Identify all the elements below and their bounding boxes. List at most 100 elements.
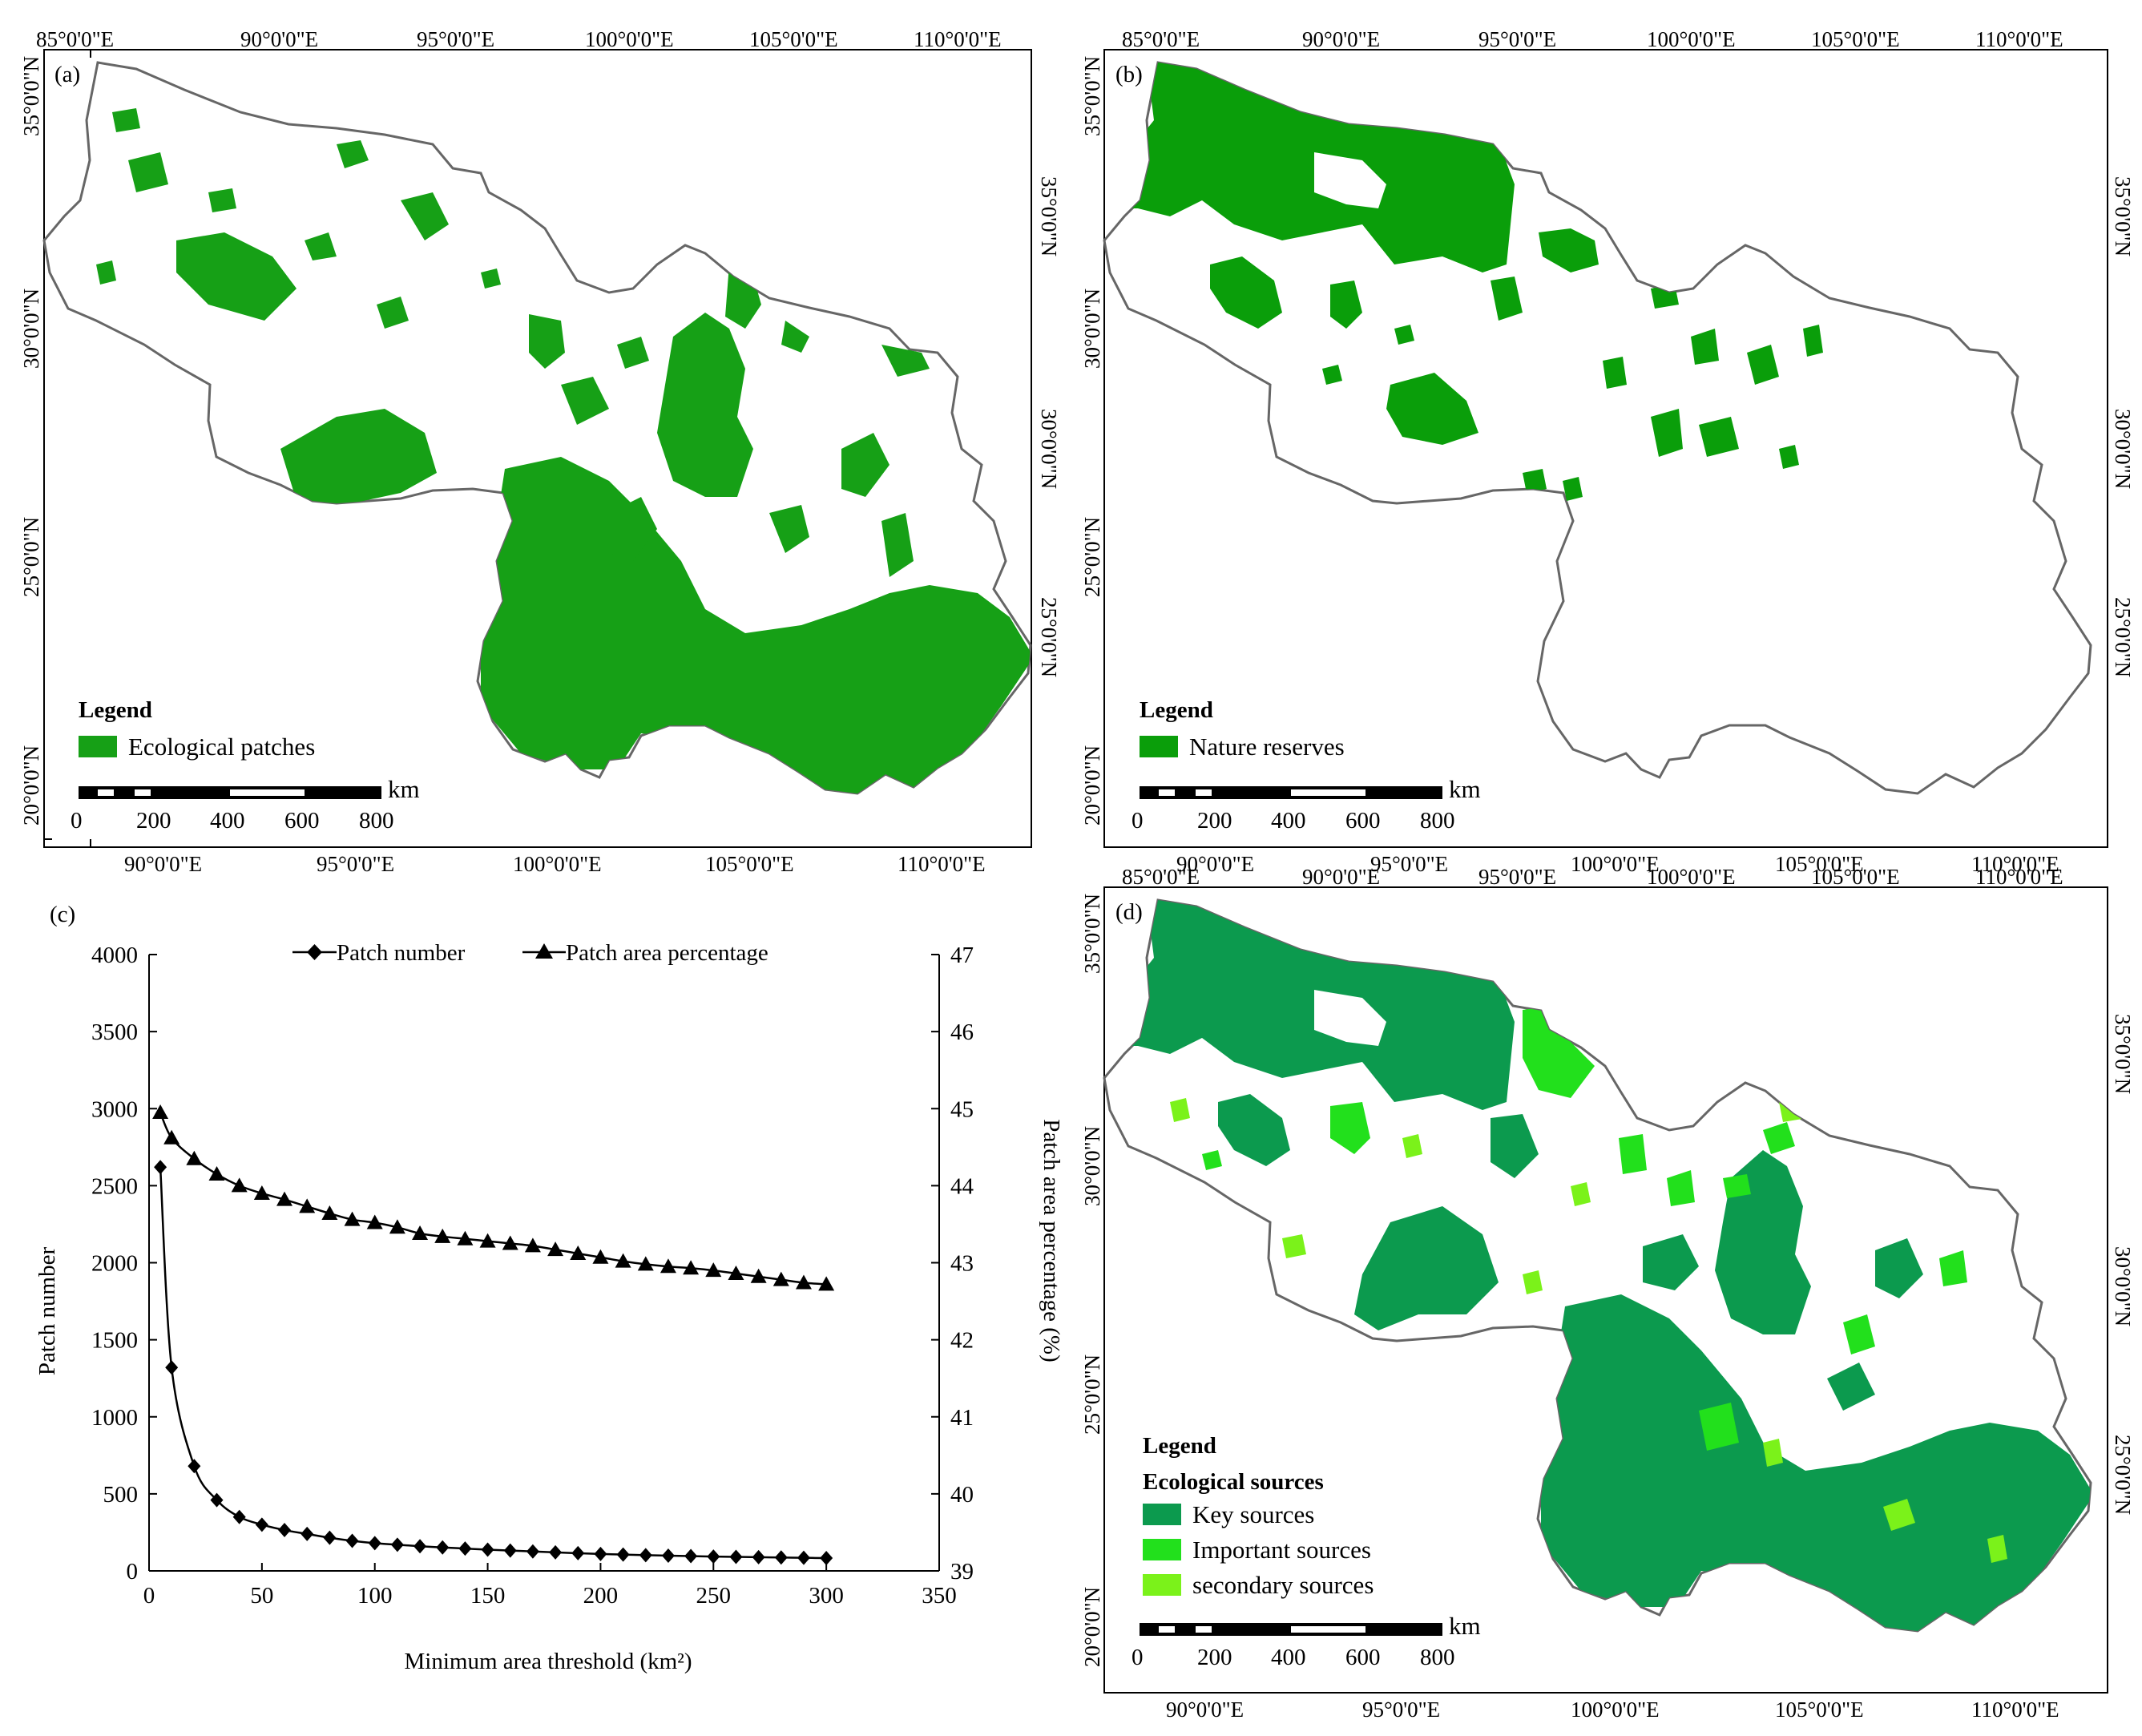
legend-label-ecological-patches: Ecological patches (128, 733, 315, 761)
svg-text:25°0'0"N: 25°0'0"N (19, 517, 43, 597)
x-tick-label: 50 (250, 1583, 273, 1609)
data-point-patch-area-percentage (502, 1235, 518, 1250)
y-tick-label-left: 2000 (91, 1251, 138, 1277)
scale-bar-b: km 0 200 400 600 800 (1132, 775, 1481, 834)
svg-text:400: 400 (1271, 808, 1306, 834)
lat-labels-right-b: 35°0'0"N 30°0'0"N 25°0'0"N (2111, 176, 2135, 677)
legend-label-patch-number: Patch number (337, 940, 466, 966)
lat-labels-left-d: 35°0'0"N 30°0'0"N 25°0'0"N 20°0'0"N (1080, 894, 1104, 1667)
svg-text:100°0'0"E: 100°0'0"E (1571, 852, 1660, 876)
svg-text:20°0'0"N: 20°0'0"N (1080, 745, 1104, 826)
y-tick-label-left: 3500 (91, 1019, 138, 1045)
series-line-patch-number (159, 1167, 827, 1560)
legend-title-a: Legend (79, 697, 152, 723)
y-tick-label-right: 41 (950, 1405, 974, 1431)
data-point-patch-area-percentage (344, 1211, 361, 1226)
x-tick-label: 200 (583, 1583, 619, 1609)
svg-text:95°0'0"E: 95°0'0"E (417, 27, 494, 51)
legend-a: Legend Ecological patches (79, 697, 315, 761)
panel-b: (b) 85°0'0"E 90°0'0"E 95°0'0" (1080, 27, 2135, 876)
data-point-patch-number (154, 1160, 167, 1175)
legend-d: Legend Ecological sources Key sources Im… (1143, 1433, 1374, 1599)
data-point-patch-area-percentage (818, 1276, 835, 1291)
data-point-patch-area-percentage (479, 1233, 496, 1248)
svg-text:105°0'0"E: 105°0'0"E (1775, 1698, 1864, 1722)
data-point-patch-number (436, 1540, 450, 1555)
important-sources (1202, 1006, 1967, 1451)
legend-swatch-key-sources (1143, 1504, 1181, 1525)
data-point-patch-area-percentage (412, 1225, 429, 1240)
y-tick-label-right: 40 (950, 1482, 974, 1508)
panel-label-a: (a) (54, 62, 80, 87)
y-tick-label-right: 44 (950, 1173, 974, 1199)
svg-text:30°0'0"N: 30°0'0"N (1080, 289, 1104, 369)
data-point-patch-area-percentage (253, 1185, 270, 1200)
svg-text:110°0'0"E: 110°0'0"E (1975, 27, 2063, 51)
svg-text:800: 800 (359, 808, 394, 834)
svg-text:95°0'0"E: 95°0'0"E (1478, 865, 1556, 889)
svg-text:95°0'0"E: 95°0'0"E (1478, 27, 1556, 51)
svg-text:110°0'0"E: 110°0'0"E (1971, 852, 2059, 876)
svg-text:90°0'0"E: 90°0'0"E (124, 852, 202, 876)
data-point-patch-area-percentage (683, 1260, 700, 1275)
data-point-patch-number (301, 1526, 314, 1541)
legend-swatch-ecological-patches (79, 736, 117, 757)
svg-text:20°0'0"N: 20°0'0"N (19, 745, 43, 826)
lon-labels-top-b: 85°0'0"E 90°0'0"E 95°0'0"E 100°0'0"E 105… (1122, 27, 2063, 51)
svg-text:95°0'0"E: 95°0'0"E (1362, 1698, 1440, 1722)
chart-legend: Patch number Patch area percentage (292, 940, 768, 966)
data-point-patch-number (752, 1549, 765, 1564)
svg-text:km: km (1449, 1612, 1481, 1640)
data-point-patch-number (368, 1536, 381, 1551)
y-tick-label-right: 42 (950, 1328, 974, 1354)
svg-text:25°0'0"N: 25°0'0"N (1080, 1354, 1104, 1435)
x-tick-label: 350 (922, 1583, 957, 1609)
lon-labels-top-d: 85°0'0"E 90°0'0"E 95°0'0"E 100°0'0"E 105… (1122, 865, 2063, 889)
y-tick-label-right: 43 (950, 1251, 974, 1277)
y-tick-label-left: 1000 (91, 1405, 138, 1431)
data-point-patch-number (639, 1548, 652, 1563)
svg-text:35°0'0"N: 35°0'0"N (19, 56, 43, 136)
data-point-patch-number (390, 1537, 404, 1552)
svg-text:30°0'0"N: 30°0'0"N (2111, 1246, 2135, 1326)
svg-text:90°0'0"E: 90°0'0"E (240, 27, 318, 51)
svg-text:25°0'0"N: 25°0'0"N (1080, 517, 1104, 597)
svg-text:100°0'0"E: 100°0'0"E (1571, 1698, 1660, 1722)
x-axis-title: Minimum area threshold (km²) (404, 1649, 692, 1674)
data-point-patch-area-percentage (231, 1177, 248, 1193)
y-tick-label-left: 3000 (91, 1096, 138, 1122)
data-point-patch-number (278, 1523, 292, 1538)
svg-text:0: 0 (1132, 1645, 1144, 1670)
data-point-patch-area-percentage (434, 1228, 451, 1243)
data-point-patch-number (481, 1542, 494, 1557)
svg-text:30°0'0"N: 30°0'0"N (2111, 409, 2135, 489)
data-point-patch-number (232, 1509, 246, 1524)
legend-label-secondary-sources: secondary sources (1192, 1571, 1374, 1599)
svg-text:35°0'0"N: 35°0'0"N (1080, 894, 1104, 974)
svg-text:90°0'0"E: 90°0'0"E (1302, 27, 1380, 51)
secondary-sources (1170, 1094, 2007, 1563)
lon-labels-top-a: 85°0'0"E 90°0'0"E 95°0'0"E 100°0'0"E 105… (36, 27, 1002, 51)
data-point-patch-area-percentage (728, 1265, 744, 1280)
x-tick-label: 150 (470, 1583, 506, 1609)
y-tick-label-left: 0 (127, 1559, 139, 1585)
y-axis-title-right: Patch area percentage (%) (1039, 1119, 1064, 1363)
data-point-patch-number (210, 1492, 224, 1508)
data-point-patch-number (345, 1533, 359, 1548)
svg-text:0: 0 (1132, 808, 1144, 834)
svg-text:200: 200 (136, 808, 171, 834)
svg-text:35°0'0"N: 35°0'0"N (2111, 176, 2135, 256)
lat-labels-right-a: 35°0'0"N 30°0'0"N 25°0'0"N (1037, 176, 1061, 677)
svg-text:100°0'0"E: 100°0'0"E (1647, 865, 1736, 889)
svg-text:400: 400 (210, 808, 245, 834)
y-tick-label-left: 2500 (91, 1173, 138, 1199)
x-tick-label: 250 (696, 1583, 732, 1609)
svg-text:800: 800 (1420, 808, 1455, 834)
svg-text:km: km (1449, 775, 1481, 803)
data-point-patch-area-percentage (186, 1150, 203, 1165)
svg-text:0: 0 (71, 808, 83, 834)
data-point-patch-number (774, 1550, 788, 1565)
svg-text:90°0'0"E: 90°0'0"E (1166, 1698, 1244, 1722)
data-point-patch-number (413, 1539, 427, 1554)
svg-text:100°0'0"E: 100°0'0"E (1647, 27, 1736, 51)
